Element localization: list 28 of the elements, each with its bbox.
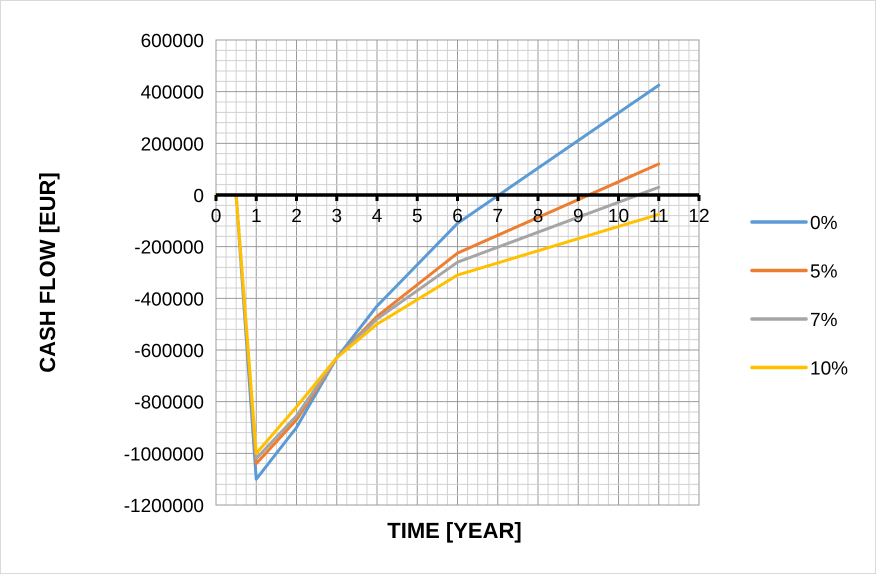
- x-tick-label: 5: [412, 206, 423, 227]
- x-tick-label: 3: [331, 206, 342, 227]
- x-tick-label: 4: [372, 206, 383, 227]
- x-tick-label: 7: [492, 206, 504, 227]
- y-tick-label: -1200000: [124, 496, 204, 517]
- legend-label: 0%: [810, 213, 838, 234]
- y-axis-title: CASH FLOW [EUR]: [35, 172, 60, 373]
- x-tick-label: 9: [572, 206, 584, 227]
- y-tick-label: -200000: [134, 238, 204, 259]
- x-tick-label: 1: [250, 206, 262, 227]
- x-tick-label: 2: [291, 206, 302, 227]
- x-tick-label: 0: [210, 206, 222, 227]
- x-axis-title: TIME [YEAR]: [387, 518, 522, 543]
- legend-label: 10%: [810, 358, 848, 380]
- legend-label: 5%: [810, 262, 838, 282]
- y-tick-label: -600000: [134, 341, 204, 362]
- legend-label: 7%: [810, 310, 838, 331]
- y-tick-label: 600000: [140, 31, 204, 52]
- y-tick-label: -1000000: [124, 444, 204, 466]
- y-tick-label: -400000: [134, 289, 204, 310]
- x-tick-label: 12: [688, 206, 710, 227]
- y-tick-label: 200000: [140, 134, 204, 156]
- y-tick-label: 400000: [140, 82, 204, 104]
- y-tick-label: -800000: [134, 392, 204, 414]
- y-tick-label: 0: [193, 186, 204, 207]
- x-tick-label: 10: [608, 206, 630, 227]
- x-tick-label: 11: [648, 206, 669, 227]
- x-tick-label: 6: [452, 206, 463, 227]
